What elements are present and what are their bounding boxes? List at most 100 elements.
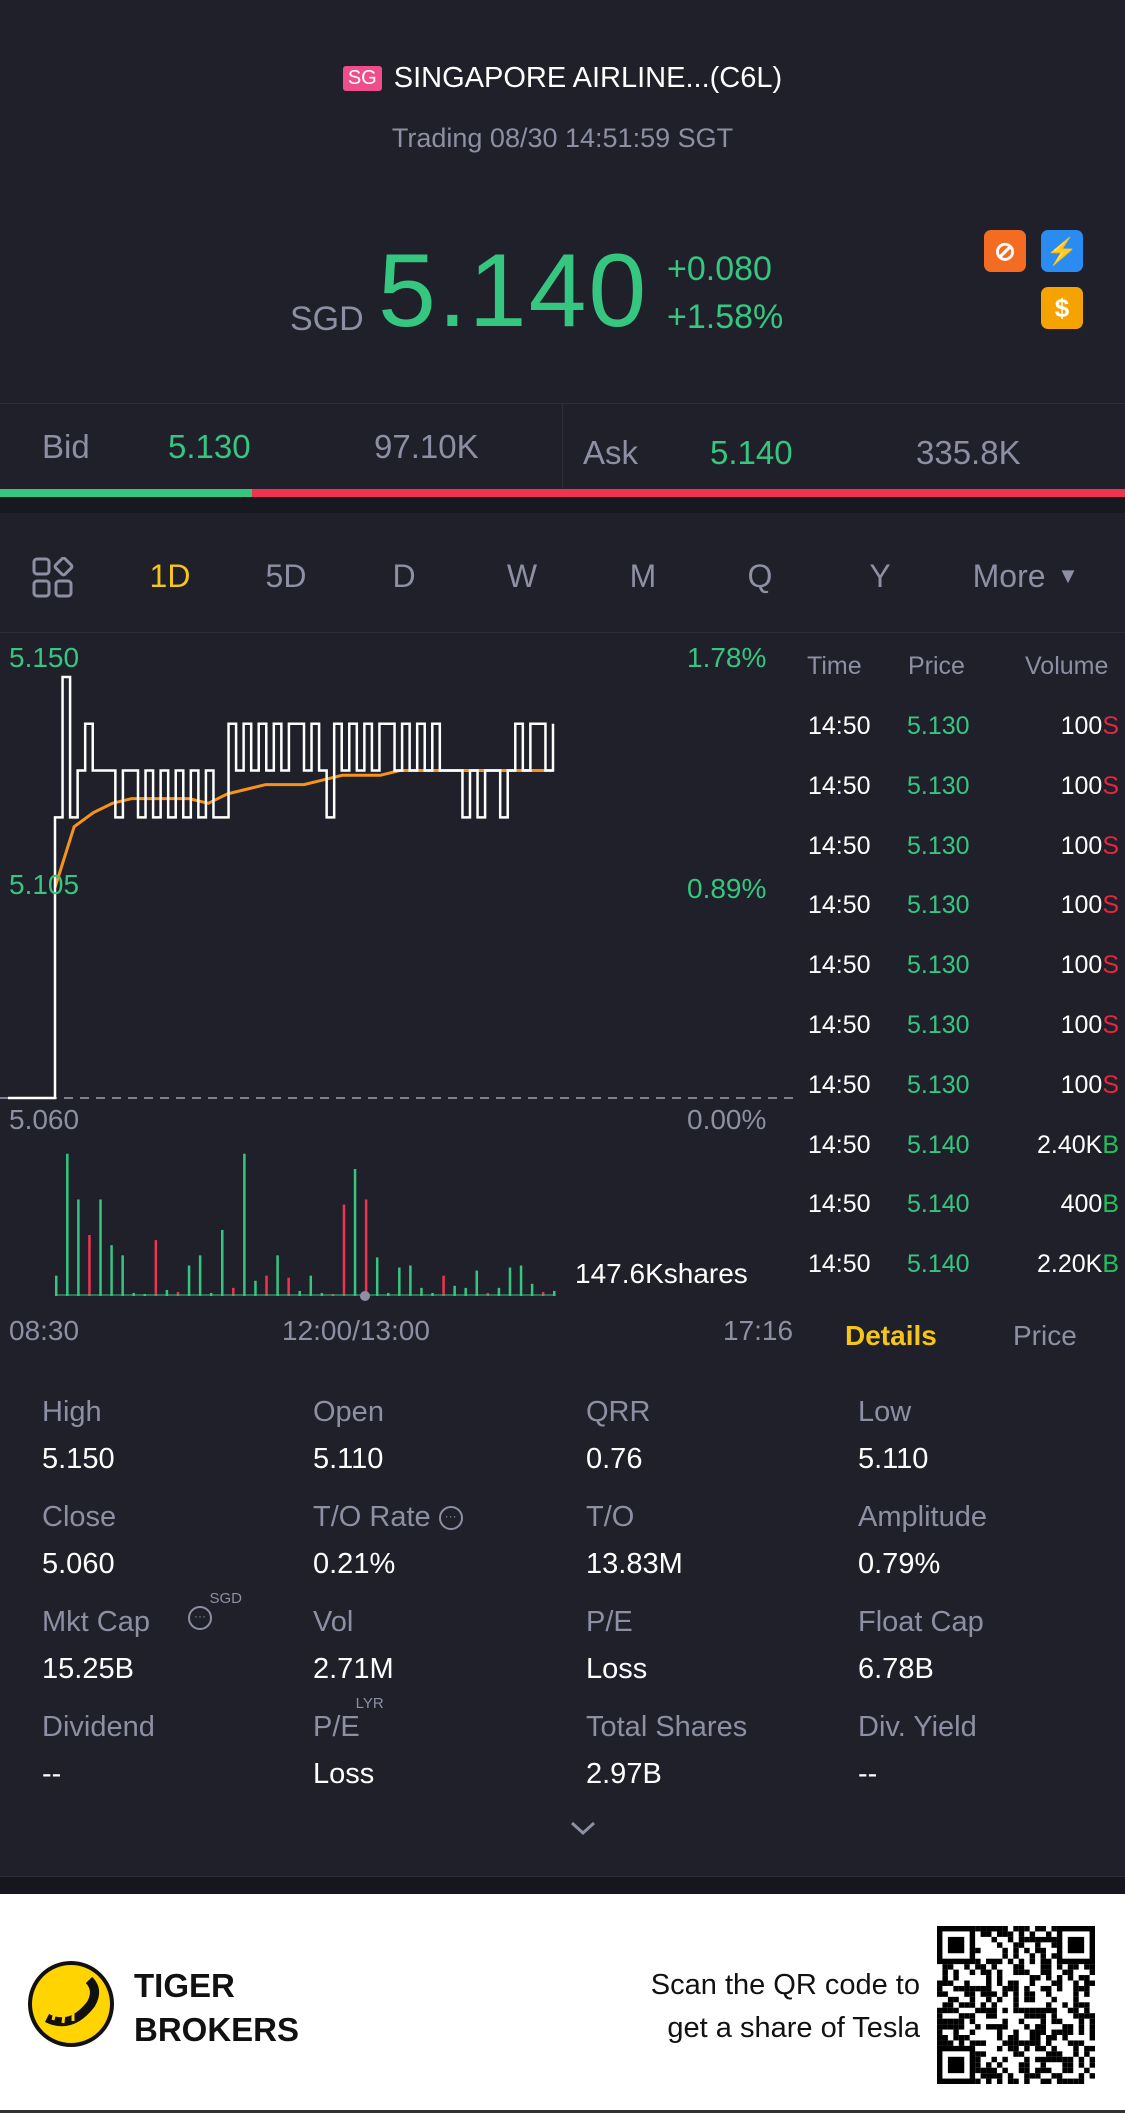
trade-side: S [1102, 891, 1119, 920]
tab-q[interactable]: Q [747, 558, 773, 594]
trade-volume: 100 [1060, 891, 1103, 920]
volume-bar [66, 1153, 69, 1296]
section-gap [0, 497, 1125, 513]
price-change: +0.080 +1.58% [667, 245, 783, 341]
volume-bar [420, 1287, 423, 1296]
stat-float-cap: Float Cap 6.78B [858, 1606, 984, 1686]
stat-value: 2.97B [586, 1758, 662, 1790]
expand-chevron-icon[interactable] [568, 1818, 598, 1843]
trade-price: 5.130 [907, 951, 970, 980]
trade-side: S [1102, 712, 1119, 740]
currency-label: SGD [290, 300, 364, 338]
brand-name: TIGER BROKERS [134, 1964, 299, 2052]
trade-price: 5.130 [907, 771, 970, 800]
stat-value: 5.150 [42, 1443, 115, 1475]
promo-text: Scan the QR code to get a share of Tesla [651, 1964, 920, 2050]
info-more-icon[interactable]: ··· [187, 1606, 212, 1630]
no-short-icon[interactable]: ⊘ [984, 230, 1026, 272]
stat-label: QRR [586, 1396, 651, 1428]
volume-bar [453, 1285, 456, 1296]
stat-label: Total Shares [586, 1711, 748, 1743]
tab-1d[interactable]: 1D [149, 558, 191, 594]
stat-value: 5.110 [313, 1443, 384, 1475]
volume-max-label: 147.6Kshares [575, 1258, 748, 1289]
tab-y[interactable]: Y [869, 558, 891, 594]
trade-volume: 2.40K [1036, 1130, 1103, 1159]
stat-value: 0.21% [313, 1548, 396, 1580]
stat-label: Close [42, 1501, 117, 1533]
volume-bar [88, 1235, 91, 1296]
stat-unit: LYR [355, 1695, 384, 1712]
dropdown-caret-icon[interactable]: ▼ [1057, 563, 1079, 588]
trade-price: 5.130 [907, 831, 970, 860]
tab-details[interactable]: Details [845, 1320, 937, 1351]
volume-bar [431, 1292, 434, 1296]
trade-row: 14:50 5.130 100S [0, 772, 1125, 802]
col-price: Price [908, 652, 965, 680]
brand-line1: TIGER [134, 1967, 235, 2004]
ask-label: Ask [583, 434, 639, 471]
trade-side: S [1102, 951, 1119, 980]
volume-bar [298, 1290, 301, 1296]
info-more-icon[interactable]: ··· [438, 1506, 463, 1531]
stat-label: Float Cap [858, 1606, 984, 1638]
pct-label-high: 1.78% [687, 642, 767, 673]
tab-w[interactable]: W [506, 558, 538, 594]
tab-5d[interactable]: 5D [265, 558, 307, 594]
layout-grid-icon[interactable] [32, 556, 74, 604]
volume-bar [198, 1255, 202, 1296]
volume-bar [287, 1277, 290, 1296]
stat-label: T/O [586, 1501, 635, 1533]
tab-m[interactable]: M [629, 558, 657, 594]
trade-volume: 100 [1060, 831, 1103, 860]
intraday-chart[interactable] [0, 640, 795, 1360]
stat-value: 15.25B [42, 1653, 134, 1685]
volume-bar [475, 1270, 479, 1296]
stat-label: Low [858, 1396, 912, 1428]
tab-d[interactable]: D [392, 558, 416, 594]
trade-time: 14:50 [808, 891, 871, 920]
bid-ask-panel: Bid 5.130 97.10K Ask 5.140 335.8K [0, 403, 1125, 490]
volume-bar [254, 1280, 257, 1296]
trade-row: 14:50 5.140 2.20KB [0, 1250, 1125, 1280]
stat-value: 0.79% [858, 1548, 941, 1580]
volume-bar [121, 1255, 124, 1296]
stat-value: 2.71M [313, 1653, 394, 1685]
volume-bar [265, 1275, 268, 1296]
volume-bar [409, 1265, 412, 1296]
stat-unit: SGD [209, 1590, 242, 1607]
price-line [8, 675, 555, 1100]
divider [0, 2110, 1125, 2113]
trade-time: 14:50 [808, 1250, 871, 1279]
volume-bar [364, 1199, 368, 1296]
market-badge: SG [342, 66, 382, 91]
volume-bar [187, 1265, 191, 1296]
trade-row: 14:50 5.140 2.40KB [0, 1131, 1125, 1161]
period-tabs: 1D 5D D W M Q Y More ▼ [0, 513, 1125, 633]
brand-line2: BROKERS [134, 2011, 300, 2048]
stat-value: -- [858, 1758, 878, 1790]
stat-value: 13.83M [586, 1548, 683, 1580]
stat-value: 0.76 [586, 1443, 643, 1475]
volume-bar [486, 1292, 490, 1296]
trade-row: 14:50 5.130 100S [0, 712, 1125, 742]
dollar-icon[interactable]: $ [1041, 287, 1083, 329]
pct-label-mid: 0.89% [687, 873, 767, 904]
volume-bar [442, 1275, 445, 1296]
trade-side: B [1102, 1190, 1119, 1219]
volume-bar [320, 1292, 324, 1296]
stat-qrr: QRR 0.76 [586, 1396, 650, 1476]
bid-ask-ratio-bar [0, 489, 1125, 497]
trade-price: 5.130 [907, 1070, 970, 1099]
stat-total-shares: Total Shares 2.97B [586, 1711, 747, 1791]
stat-value: Loss [313, 1758, 375, 1790]
volume-bar [154, 1240, 158, 1296]
pct-label-zero: 0.00% [687, 1104, 767, 1135]
lightning-level1-icon[interactable]: ⚡ [1041, 230, 1083, 272]
tab-more[interactable]: More [972, 558, 1046, 594]
trade-volume: 400 [1060, 1190, 1103, 1219]
bid-label: Bid [42, 428, 90, 465]
change-percent: +1.58% [667, 298, 784, 336]
tab-price[interactable]: Price [1013, 1320, 1077, 1351]
volume-bar [553, 1290, 556, 1296]
